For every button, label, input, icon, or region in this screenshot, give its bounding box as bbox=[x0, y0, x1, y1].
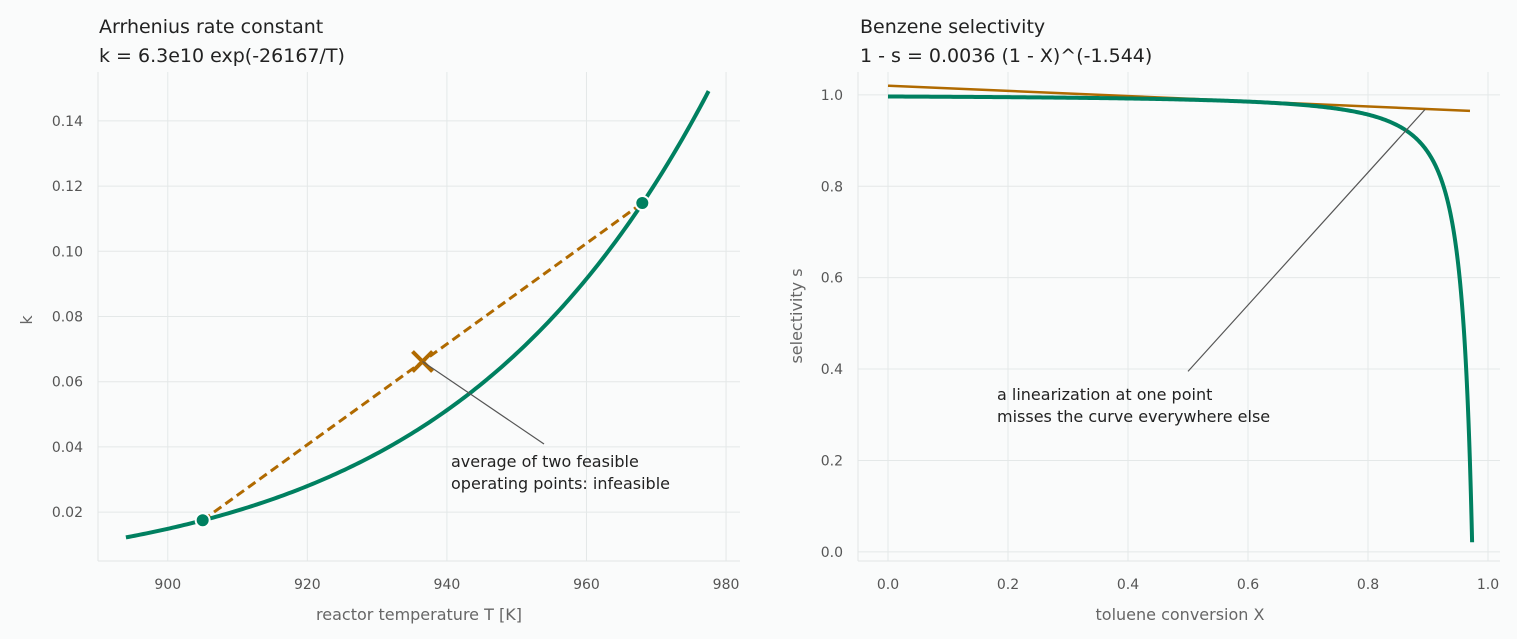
y-tick-label: 0.0 bbox=[821, 545, 843, 561]
x-tick-label: 920 bbox=[294, 577, 321, 593]
y-tick-label: 0.06 bbox=[52, 375, 83, 391]
grid bbox=[98, 72, 740, 561]
y-tick-label: 0.14 bbox=[52, 114, 83, 130]
y-tick-label: 0.10 bbox=[52, 244, 83, 260]
y-tick-label: 0.4 bbox=[821, 362, 843, 378]
x-tick-label: 940 bbox=[434, 577, 461, 593]
x-axis-label: toluene conversion X bbox=[1096, 605, 1265, 624]
x-tick-label: 900 bbox=[154, 577, 181, 593]
annotation-line-2: operating points: infeasible bbox=[451, 474, 670, 493]
y-tick-labels: 0.0 0.2 0.4 0.6 0.8 1.0 bbox=[821, 88, 843, 561]
y-tick-label: 0.8 bbox=[821, 179, 843, 195]
y-tick-label: 0.12 bbox=[52, 179, 83, 195]
operating-point-marker bbox=[194, 512, 211, 529]
y-tick-label: 1.0 bbox=[821, 88, 843, 104]
annotation-line-2: misses the curve everywhere else bbox=[997, 407, 1270, 426]
y-tick-label: 0.08 bbox=[52, 310, 83, 326]
y-tick-label: 0.2 bbox=[821, 453, 843, 469]
annotation-arrow bbox=[422, 360, 545, 445]
x-tick-label: 1.0 bbox=[1477, 577, 1499, 593]
y-tick-label: 0.6 bbox=[821, 271, 843, 287]
x-tick-labels: 900 920 940 960 980 bbox=[154, 577, 739, 593]
y-tick-label: 0.04 bbox=[52, 440, 83, 456]
x-tick-labels: 0.0 0.2 0.4 0.6 0.8 1.0 bbox=[877, 577, 1499, 593]
annotation: average of two feasible operating points… bbox=[422, 360, 670, 493]
grid bbox=[858, 72, 1500, 561]
annotation: a linearization at one point misses the … bbox=[997, 109, 1426, 426]
chart-subtitle: k = 6.3e10 exp(-26167/T) bbox=[99, 45, 345, 67]
x-tick-label: 0.6 bbox=[1237, 577, 1259, 593]
y-tick-label: 0.02 bbox=[52, 505, 83, 521]
x-axis-label: reactor temperature T [K] bbox=[316, 605, 522, 624]
x-tick-label: 0.2 bbox=[997, 577, 1019, 593]
x-tick-label: 960 bbox=[573, 577, 600, 593]
x-tick-label: 0.4 bbox=[1117, 577, 1139, 593]
annotation-line-1: average of two feasible bbox=[451, 452, 639, 471]
chart-title: Arrhenius rate constant bbox=[99, 16, 323, 38]
y-tick-labels: 0.02 0.04 0.06 0.08 0.10 0.12 0.14 bbox=[52, 114, 83, 521]
x-tick-label: 0.8 bbox=[1357, 577, 1379, 593]
panel-arrhenius: Arrhenius rate constant k = 6.3e10 exp(-… bbox=[17, 16, 740, 624]
selectivity-curve bbox=[887, 94, 1475, 543]
series-layer bbox=[887, 84, 1475, 543]
chart-title: Benzene selectivity bbox=[860, 16, 1045, 38]
y-axis-label: selectivity s bbox=[787, 268, 806, 363]
operating-point-marker bbox=[634, 195, 651, 212]
chart-subtitle: 1 - s = 0.0036 (1 - X)^(-1.544) bbox=[860, 45, 1152, 67]
arrhenius-curve bbox=[125, 90, 711, 540]
x-tick-label: 980 bbox=[713, 577, 740, 593]
panel-selectivity: Benzene selectivity 1 - s = 0.0036 (1 - … bbox=[787, 16, 1500, 624]
annotation-arrow bbox=[1187, 109, 1426, 372]
annotation-line-1: a linearization at one point bbox=[997, 385, 1212, 404]
y-axis-label: k bbox=[17, 315, 36, 325]
x-tick-label: 0.0 bbox=[877, 577, 899, 593]
